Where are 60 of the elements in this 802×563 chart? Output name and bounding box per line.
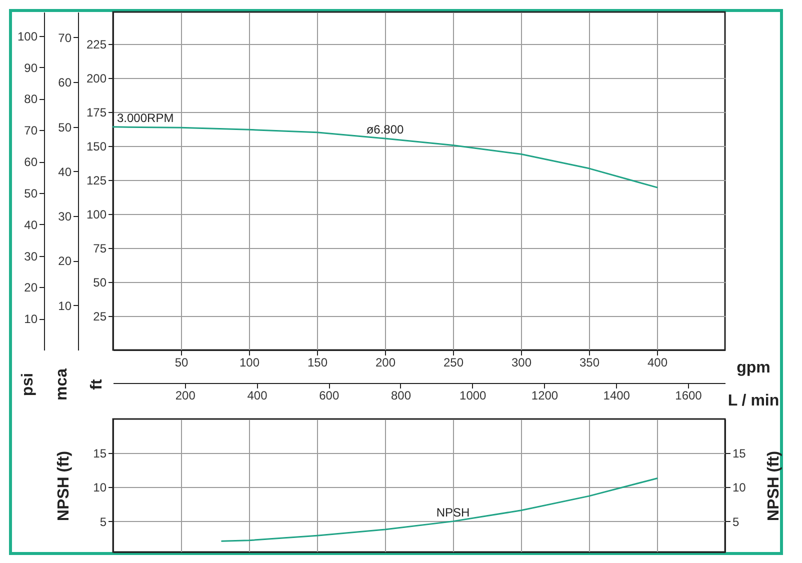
x2-tick-label: 400 xyxy=(247,388,268,402)
x-tick-label: 400 xyxy=(647,356,668,370)
y-tick-label: 15 xyxy=(93,446,107,461)
y3-tick-label: 60 xyxy=(24,155,38,170)
y2-axis-title: mca xyxy=(54,368,70,401)
x2-tick-label: 600 xyxy=(319,388,340,402)
x2-tick-label: 1400 xyxy=(603,388,630,402)
y2-tick-label: 60 xyxy=(58,76,72,90)
x2-tick-label: 800 xyxy=(390,388,412,402)
line-series xyxy=(221,478,658,542)
y2-tick-label: 15 xyxy=(732,446,746,461)
y2-tick-label: 5 xyxy=(732,514,740,529)
y3-tick-label: 20 xyxy=(24,280,38,295)
y-tick-label: 175 xyxy=(86,105,107,120)
y2-tick-label: 70 xyxy=(58,30,72,45)
x-tick-label: 350 xyxy=(579,356,600,370)
y-tick-label: 25 xyxy=(93,309,107,324)
y2-axis-title: NPSH (ft) xyxy=(766,450,782,522)
x2-tick-label: 1000 xyxy=(460,388,487,402)
x-tick-label: 200 xyxy=(375,356,396,370)
y2-tick-label: 10 xyxy=(58,298,72,313)
y-tick-label: 225 xyxy=(86,37,107,52)
x2-tick-label: 1600 xyxy=(675,388,702,402)
x-tick-label: 50 xyxy=(174,356,188,370)
y3-tick-label: 70 xyxy=(24,124,38,138)
y-tick-label: 150 xyxy=(86,139,107,154)
x2-tick-label: 200 xyxy=(175,388,196,402)
y2-tick-label: 30 xyxy=(58,210,72,224)
series-label: NPSH xyxy=(436,505,470,520)
y2-tick-label: 10 xyxy=(732,480,746,495)
y-tick-label: 5 xyxy=(100,514,107,529)
x-tick-label: 150 xyxy=(307,356,328,370)
series-label: ø6.800 xyxy=(366,122,404,136)
x2-axis-title: L / min xyxy=(728,392,780,410)
y3-tick-label: 50 xyxy=(24,186,38,200)
annotation: 3.000RPM xyxy=(117,110,174,125)
y-tick-label: 100 xyxy=(86,207,107,222)
y-tick-label: 125 xyxy=(86,173,107,188)
y-axis-title: NPSH (ft) xyxy=(56,450,72,522)
x-tick-label: 100 xyxy=(239,356,260,370)
y3-tick-label: 40 xyxy=(24,218,38,232)
x-tick-label: 300 xyxy=(511,356,532,370)
y2-tick-label: 50 xyxy=(58,120,72,134)
line-series xyxy=(112,126,658,188)
y3-tick-label: 90 xyxy=(24,60,38,75)
y-tick-label: 75 xyxy=(93,241,107,256)
y2-tick-label: 40 xyxy=(58,164,72,179)
y-tick-label: 50 xyxy=(93,275,107,290)
y3-tick-label: 80 xyxy=(24,92,38,106)
y3-tick-label: 10 xyxy=(24,312,38,326)
y-tick-label: 10 xyxy=(93,480,107,495)
y3-tick-label: 100 xyxy=(17,29,38,44)
x-tick-label: 250 xyxy=(443,356,464,370)
y-axis-title: ft xyxy=(88,378,106,390)
y2-tick-label: 20 xyxy=(58,254,72,268)
y3-tick-label: 30 xyxy=(24,249,38,264)
y3-axis-title: psi xyxy=(20,372,36,396)
y-tick-label: 200 xyxy=(86,71,107,86)
x-axis-title: gpm xyxy=(736,360,770,376)
x2-tick-label: 1200 xyxy=(531,388,558,402)
